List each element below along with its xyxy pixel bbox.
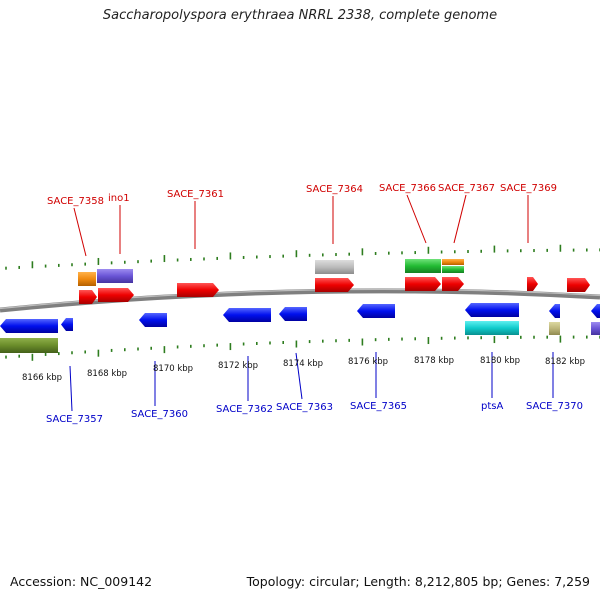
gene-label[interactable]: SACE_7358 <box>47 196 104 207</box>
scale-label: 8172 kbp <box>218 361 258 371</box>
gene-arrow-sace-7361[interactable] <box>177 283 219 297</box>
gene-label[interactable]: SACE_7370 <box>526 401 583 412</box>
gene-arrow-red-small[interactable] <box>527 277 538 291</box>
gene-block-khaki[interactable] <box>549 322 560 335</box>
scale-labels: 8166 kbp 8168 kbp 8170 kbp 8172 kbp 8174 kbp… <box>22 356 585 383</box>
accession-text: Accession: NC_009142 <box>10 574 153 589</box>
gene-arrow-ptsa[interactable] <box>465 303 519 317</box>
gene-label[interactable]: SACE_7362 <box>216 404 273 415</box>
genome-title: Saccharopolyspora erythraea NRRL 2338, c… <box>102 8 498 23</box>
gene-arrow-red-7358b[interactable] <box>79 290 97 304</box>
gene-arrow-blue-edge[interactable] <box>591 304 600 318</box>
gene-block-purple-edge[interactable] <box>591 322 600 335</box>
gene-arrow-sace-7357[interactable] <box>0 319 58 333</box>
gene-leader-line <box>453 194 467 244</box>
gene-arrow-sace-7362[interactable] <box>223 308 271 322</box>
gene-block-orange[interactable] <box>78 272 96 286</box>
gene-block-gray[interactable] <box>315 260 354 274</box>
gene-label[interactable]: ino1 <box>108 193 130 204</box>
scale-label: 8176 kbp <box>348 357 388 367</box>
gene-arrow-sace-7366[interactable] <box>405 277 441 291</box>
gene-label[interactable]: SACE_7357 <box>46 414 103 425</box>
gene-label[interactable]: SACE_7367 <box>438 183 495 194</box>
gene-block-cyan[interactable] <box>465 321 519 335</box>
gene-arrow-sace-7358[interactable] <box>98 288 134 302</box>
gene-block-purple[interactable] <box>97 269 133 283</box>
scale-label: 8168 kbp <box>87 369 127 379</box>
gene-block-green-small[interactable] <box>442 266 464 273</box>
gene-leader-line <box>69 365 73 412</box>
gene-label[interactable]: SACE_7365 <box>350 401 407 412</box>
gene-arrow-sace-7365[interactable] <box>357 304 395 318</box>
scale-label: 8170 kbp <box>153 364 193 374</box>
gene-leader-line <box>73 207 87 257</box>
extra-genes <box>0 259 600 353</box>
gene-arrow-sace-7364[interactable] <box>315 278 354 292</box>
forward-genes: SACE_7358 ino1 SACE_7361 SACE_7364 SACE_7366… <box>47 183 557 302</box>
gene-arrow-red-edge[interactable] <box>567 278 590 292</box>
gene-arrow-sace-7363[interactable] <box>279 307 307 321</box>
scale-label: 8182 kbp <box>545 357 585 367</box>
gene-label[interactable]: SACE_7366 <box>379 183 436 194</box>
gene-arrow-blue-small-a[interactable] <box>61 318 73 331</box>
genome-summary-text: Topology: circular; Length: 8,212,805 bp… <box>246 574 590 589</box>
gene-leader-line <box>295 352 303 400</box>
gene-arrow-sace-7370[interactable] <box>549 304 560 318</box>
gene-label[interactable]: SACE_7361 <box>167 189 224 200</box>
gene-label[interactable]: SACE_7369 <box>500 183 557 194</box>
gene-label[interactable]: SACE_7363 <box>276 402 333 413</box>
gene-block-orange-small[interactable] <box>442 259 464 265</box>
gene-label[interactable]: SACE_7360 <box>131 409 188 420</box>
scale-label: 8178 kbp <box>414 356 454 366</box>
gene-label[interactable]: SACE_7364 <box>306 184 363 195</box>
tick-row-bottom <box>5 335 600 361</box>
gene-arrow-sace-7360[interactable] <box>139 313 167 327</box>
gene-label[interactable]: ptsA <box>481 401 503 412</box>
tick-row-top <box>5 244 600 270</box>
scale-label: 8180 kbp <box>480 356 520 366</box>
reverse-genes: SACE_7357 SACE_7360 SACE_7362 SACE_7363 SACE… <box>0 303 583 425</box>
gene-block-olive[interactable] <box>0 338 58 353</box>
scale-label: 8166 kbp <box>22 373 62 383</box>
gene-leader-line <box>406 194 427 244</box>
gene-arrow-sace-7367[interactable] <box>442 277 464 291</box>
gene-block-green[interactable] <box>405 259 441 273</box>
scale-label: 8174 kbp <box>283 359 323 369</box>
